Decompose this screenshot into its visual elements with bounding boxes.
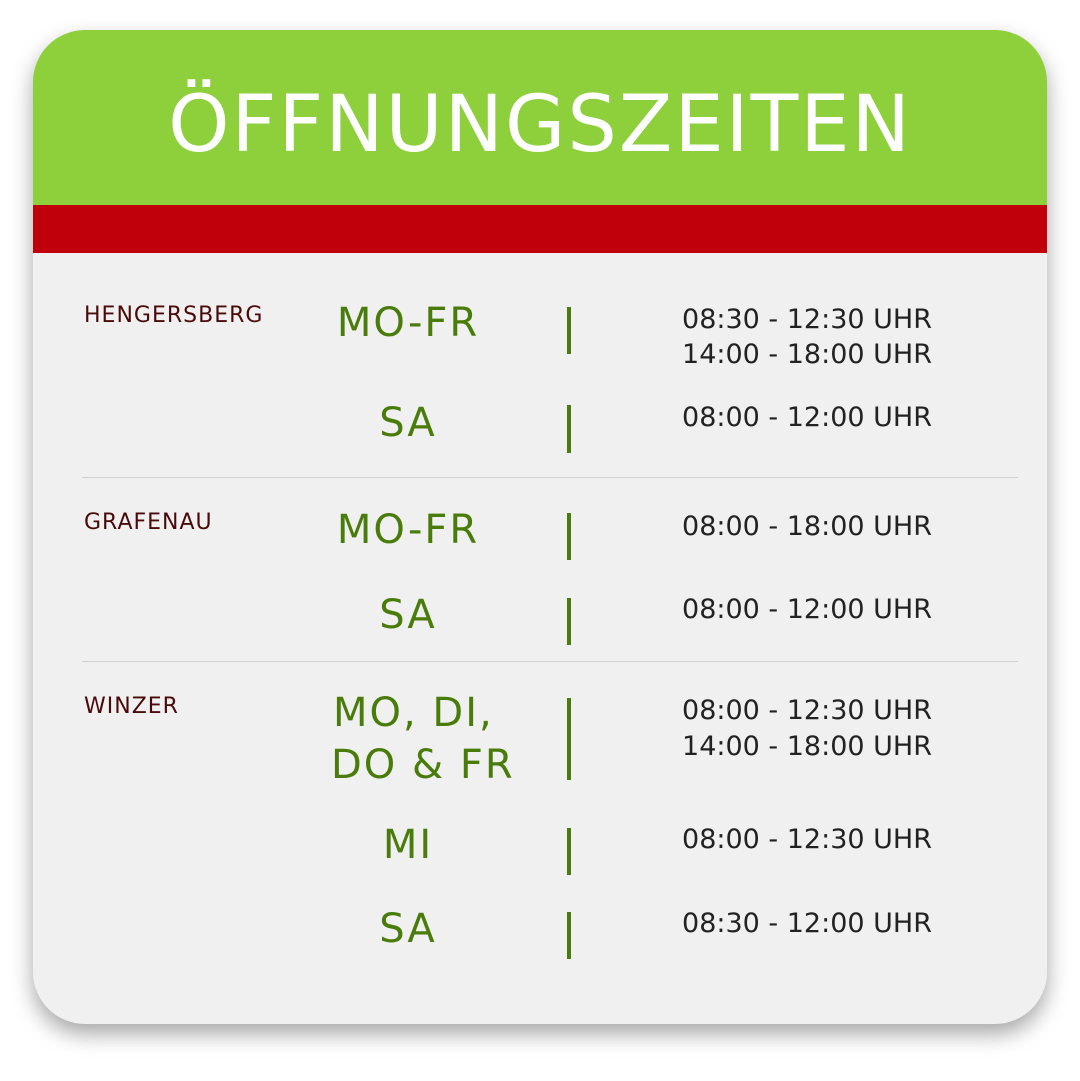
opening-hours-card: ÖFFNUNGSZEITEN HENGERSBERG MO-FR 08:30 -… — [33, 30, 1047, 1024]
time-label: 08:00 - 12:00 UHR — [682, 594, 932, 625]
time-label: 14:00 - 18:00 UHR — [682, 339, 932, 370]
time-label: 08:30 - 12:30 UHR — [682, 304, 932, 335]
time-label: 08:00 - 12:30 UHR — [682, 824, 932, 855]
separator — [567, 828, 571, 875]
days-label: SA — [379, 592, 437, 638]
page-title: ÖFFNUNGSZEITEN — [168, 80, 912, 170]
red-band — [33, 205, 1047, 253]
location-grafenau: GRAFENAU — [84, 510, 213, 535]
location-winzer: WINZER — [84, 694, 179, 719]
days-label: MO-FR — [336, 300, 480, 346]
divider — [82, 477, 1018, 478]
days-label: MI — [382, 822, 434, 868]
divider — [82, 661, 1018, 662]
separator — [567, 912, 571, 959]
separator — [567, 698, 571, 780]
time-label: 08:00 - 18:00 UHR — [682, 511, 932, 542]
days-label: DO & FR — [331, 742, 515, 788]
days-label: MO-FR — [336, 507, 480, 553]
header: ÖFFNUNGSZEITEN — [33, 30, 1047, 205]
location-hengersberg: HENGERSBERG — [84, 303, 264, 328]
days-label: MO, DI, — [333, 690, 494, 736]
days-label: SA — [379, 906, 437, 952]
separator — [567, 307, 571, 354]
time-label: 08:00 - 12:30 UHR — [682, 695, 932, 726]
time-label: 08:00 - 12:00 UHR — [682, 402, 932, 433]
separator — [567, 598, 571, 645]
time-label: 14:00 - 18:00 UHR — [682, 731, 932, 762]
days-label: SA — [379, 400, 437, 446]
separator — [567, 405, 571, 453]
separator — [567, 513, 571, 560]
time-label: 08:30 - 12:00 UHR — [682, 908, 932, 939]
